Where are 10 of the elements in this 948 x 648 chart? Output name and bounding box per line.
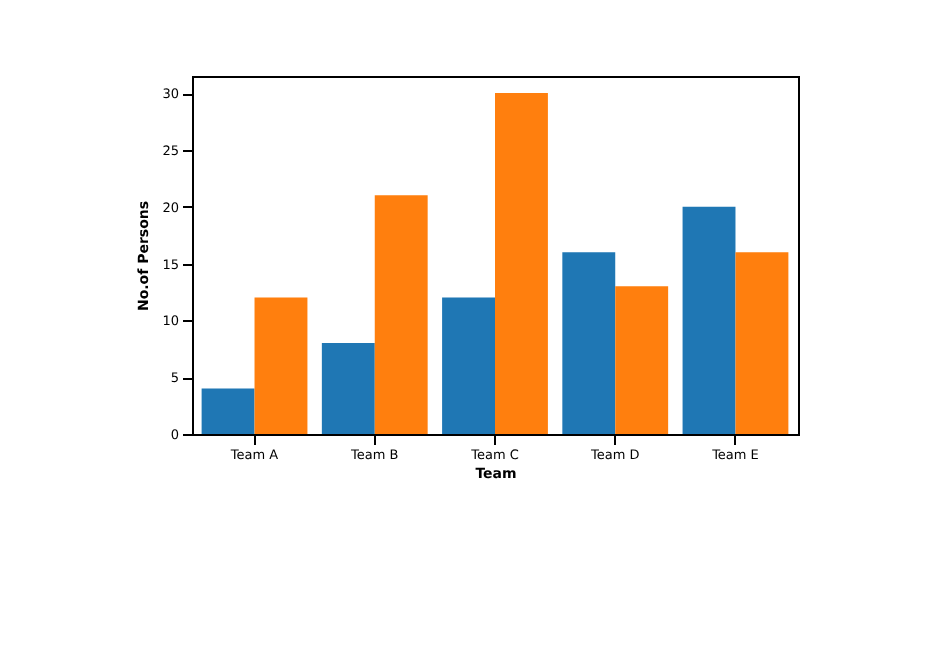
bar (254, 297, 308, 434)
bar (442, 297, 495, 434)
bar (562, 252, 616, 434)
bar (321, 343, 375, 434)
bar (682, 206, 736, 434)
bar (615, 286, 669, 434)
bar (374, 195, 428, 434)
bar (201, 388, 255, 434)
bar (735, 252, 789, 434)
bar (495, 93, 548, 434)
